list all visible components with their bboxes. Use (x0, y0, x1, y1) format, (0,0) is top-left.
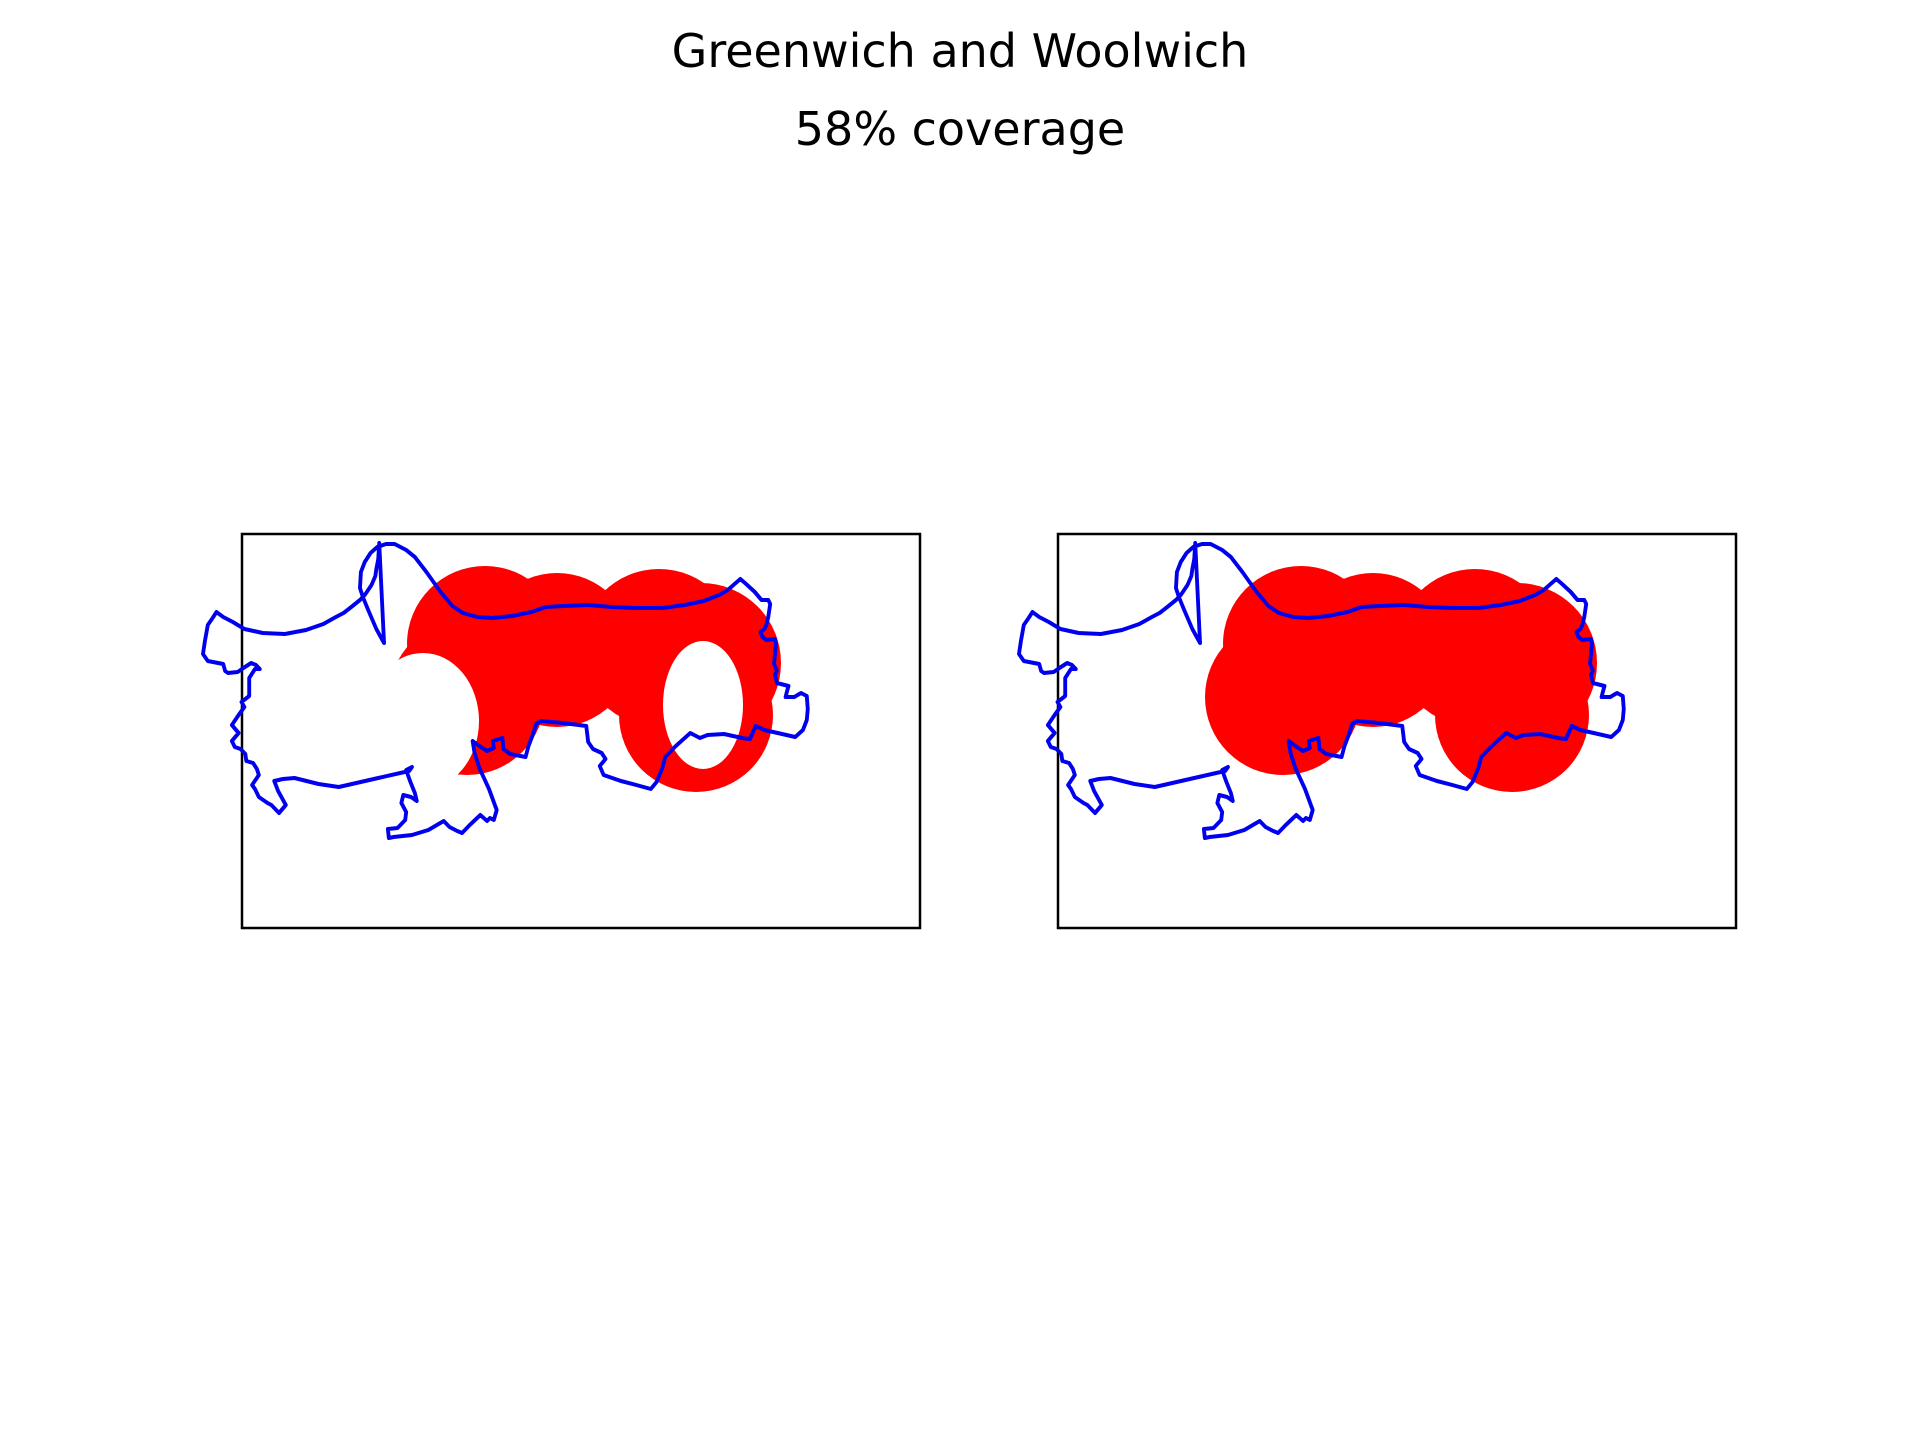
borough-boundary (201, 541, 810, 840)
coverage-disk (1205, 619, 1361, 775)
coverage-disk (1435, 638, 1589, 792)
left-coverage-area (389, 566, 781, 792)
coverage-subtitle: 58% coverage (794, 102, 1126, 156)
right-map-panel (1017, 532, 1738, 930)
figure-title: Greenwich and Woolwich (671, 24, 1249, 78)
coverage-disk (619, 638, 773, 792)
right-coverage-area (1205, 566, 1597, 792)
coverage-disk (389, 619, 545, 775)
borough-boundary (1017, 541, 1626, 840)
left-map-panel (201, 532, 922, 930)
